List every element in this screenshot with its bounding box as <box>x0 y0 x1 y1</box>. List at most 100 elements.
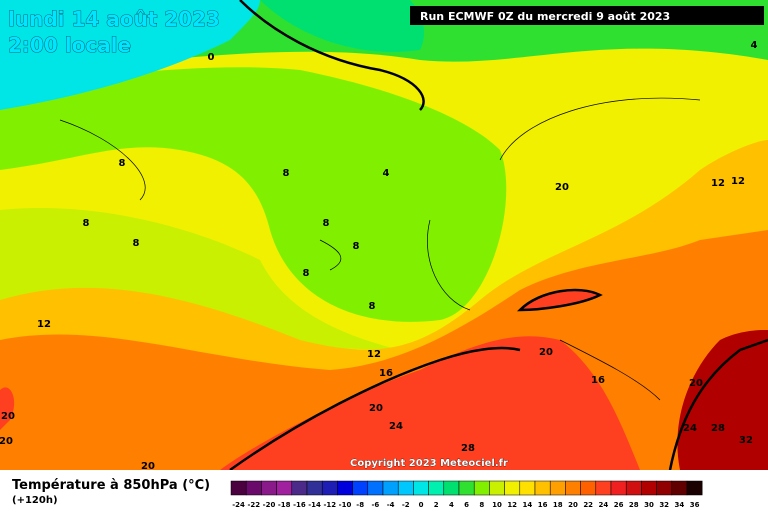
colorbar-tick-label: 4 <box>449 501 454 509</box>
contour-label: 28 <box>461 443 475 454</box>
colorbar-tick-label: 36 <box>690 501 700 509</box>
colorbar-swatch <box>382 480 399 496</box>
colorbar-tick-label: 18 <box>553 501 563 509</box>
colorbar-swatch <box>245 480 262 496</box>
contour-label: 20 <box>369 403 383 414</box>
contour-label: 4 <box>383 168 390 179</box>
colorbar-swatch <box>671 480 688 496</box>
colorbar-tick-label: 28 <box>629 501 639 509</box>
contour-line <box>668 338 768 471</box>
run-box <box>410 6 764 25</box>
colorbar-swatch <box>443 480 460 496</box>
colorbar-tick-label: 10 <box>492 501 502 509</box>
contour-label: 0 <box>208 52 215 63</box>
coastline <box>59 97 701 401</box>
contour-label: 28 <box>711 423 725 434</box>
colorbar-swatch <box>641 480 657 496</box>
contour-label: 8 <box>133 238 140 249</box>
contour-label: 8 <box>83 218 90 229</box>
colorbar-swatch <box>504 480 521 496</box>
contour-label: 8 <box>323 218 330 229</box>
colorbar-tick-label: 30 <box>644 501 654 509</box>
colorbar-tick-label: 6 <box>464 501 469 509</box>
forecast-date: lundi 14 août 2023 <box>8 7 220 31</box>
colorbar-swatch <box>352 480 369 496</box>
contour-label: 8 <box>303 268 310 279</box>
colorbar-swatch <box>397 480 414 496</box>
contour-label: 24 <box>389 421 403 432</box>
colorbar-swatch <box>367 480 384 496</box>
colorbar-tick-label: 12 <box>507 501 517 509</box>
colorbar: -24 -22 -20 -18 -16 -14 -12 -10 -8 -6 -4 -2 0 2 4 6 8 10 1… <box>230 480 703 509</box>
colorbar-tick-label: -12 <box>323 501 336 509</box>
colorbar-tick-label: 8 <box>479 501 484 509</box>
colorbar-tick-label: -20 <box>263 501 276 509</box>
contour-label: 16 <box>591 375 605 386</box>
colorbar-swatch <box>458 480 475 496</box>
colorbar-swatch <box>686 480 703 496</box>
colorbar-swatch <box>291 480 308 496</box>
colorbar-swatch <box>549 480 566 496</box>
colorbar-tick-label: 32 <box>659 501 669 509</box>
colorbar-swatch <box>565 480 581 496</box>
contour-line <box>229 346 521 472</box>
colorbar-swatch <box>261 480 277 496</box>
contour-label: 12 <box>37 319 51 330</box>
colorbar-tick-label: -8 <box>356 501 364 509</box>
contour-label: 16 <box>379 368 393 379</box>
contour-labels: 0 4 8 8 8 8 8 8 8 4 8 12 12 12 12 16 16 20 20 20 20 20 24 24 28 2… <box>0 40 758 472</box>
contour-label: 4 <box>751 40 758 51</box>
colorbar-swatch <box>306 480 323 496</box>
colorbar-tick-label: -2 <box>402 501 410 509</box>
contour-label: 20 <box>0 436 13 447</box>
colorbar-swatch <box>534 480 551 496</box>
colorbar-swatch <box>321 480 338 496</box>
forecast-time: 2:00 locale <box>8 33 131 57</box>
colorbar-tick-label: 22 <box>583 501 593 509</box>
colorbar-swatch <box>610 480 627 496</box>
colorbar-swatch <box>337 480 353 496</box>
contour-label: 12 <box>367 349 381 360</box>
colorbar-swatch <box>276 480 293 496</box>
colorbar-swatch <box>625 480 642 496</box>
colorbar-tick-label: -4 <box>387 501 395 509</box>
contour-label: 8 <box>369 301 376 312</box>
colorbar-swatch <box>413 480 429 496</box>
colorbar-tick-label: 34 <box>675 501 685 509</box>
contour-label: 32 <box>739 435 753 446</box>
temp-area <box>0 387 15 430</box>
contour-label: 20 <box>141 461 155 472</box>
colorbar-tick-label: 24 <box>599 501 609 509</box>
colorbar-tick-label: -18 <box>278 501 291 509</box>
colorbar-tick-label: 26 <box>614 501 624 509</box>
colorbar-swatch <box>519 480 536 496</box>
colorbar-swatch <box>489 480 505 496</box>
colorbar-tick-label: 2 <box>434 501 439 509</box>
colorbar-tick-label: -22 <box>247 501 260 509</box>
colorbar-tick-label: 20 <box>568 501 578 509</box>
contour-line <box>516 288 603 312</box>
temp-area <box>220 336 640 470</box>
temp-area <box>0 0 260 110</box>
colorbar-swatch <box>230 480 247 496</box>
contour-line <box>239 0 425 111</box>
contour-label: 20 <box>689 378 703 389</box>
colorbar-swatch <box>656 480 673 496</box>
colorbar-swatch <box>595 480 612 496</box>
colorbar-tick-label: 16 <box>538 501 548 509</box>
temp-area <box>677 330 768 470</box>
legend-title: Température à 850hPa (°C) <box>12 478 210 493</box>
contour-label: 8 <box>283 168 290 179</box>
colorbar-tick-label: -14 <box>308 501 321 509</box>
colorbar-tick-label: -10 <box>339 501 352 509</box>
colorbar-tick-label: -6 <box>372 501 380 509</box>
contour-label: 12 <box>731 176 745 187</box>
temp-area <box>0 67 507 322</box>
legend-lead: (+120h) <box>12 495 58 506</box>
contour-label: 20 <box>1 411 15 422</box>
contour-label: 8 <box>119 158 126 169</box>
contour-label: 8 <box>353 241 360 252</box>
copyright: Copyright 2023 Meteociel.fr <box>350 458 508 469</box>
colorbar-tick-label: 14 <box>523 501 533 509</box>
